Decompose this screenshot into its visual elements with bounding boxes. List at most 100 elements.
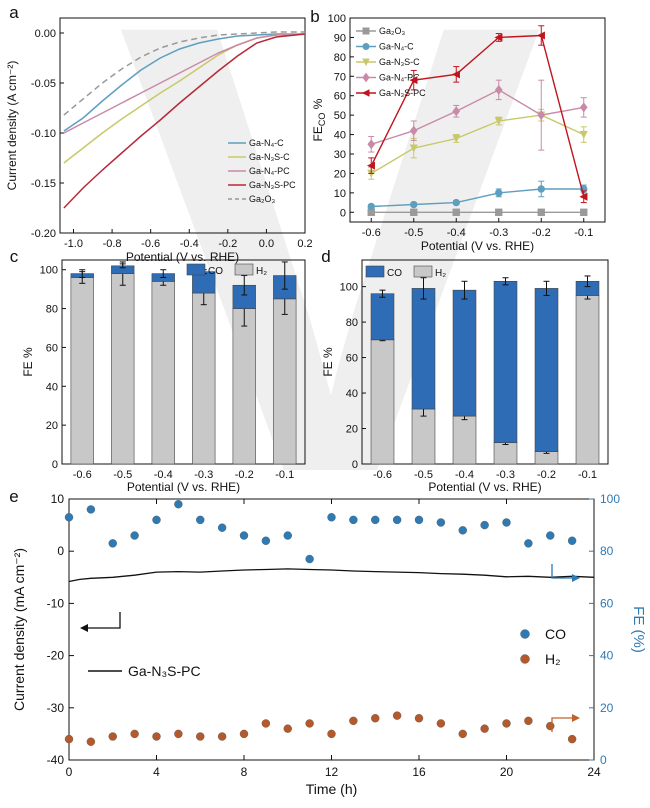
panel-e-right-y-tick-label: 40 — [600, 649, 614, 663]
panel-a-x-tick-label: -1.0 — [64, 238, 83, 250]
panel-e-co-point — [436, 518, 446, 527]
panel-e-h2-point — [480, 724, 489, 733]
panel-e-co-point — [480, 520, 489, 530]
panel-e-right-axis-arrowhead-co — [572, 574, 580, 582]
panel-a-legend-label: Ga₂O₃ — [249, 194, 276, 204]
panel-e-h2-point — [108, 732, 117, 741]
panel-e-h2-point — [414, 714, 424, 723]
panel-b-legend-marker — [362, 27, 370, 35]
panel-e-co-point — [64, 513, 74, 522]
panel-b-legend-marker — [362, 72, 370, 83]
panel-a-legend-label: Ga-N₄-PC — [249, 166, 290, 176]
panel-e-y-tick-label: -20 — [47, 649, 65, 663]
panel-c-letter: c — [10, 247, 19, 266]
panel-e-co-point — [86, 505, 96, 514]
panel-e-h2-point — [546, 721, 555, 731]
panel-b-y-axis-label-tail: % — [311, 98, 325, 112]
panel-b-data-point — [367, 202, 375, 211]
panel-c-bar-h2 — [273, 298, 297, 465]
panel-b-data-point — [494, 33, 503, 42]
panel-e-letter: e — [9, 487, 18, 506]
panel-e-right-y-axis-label: FE (%) — [630, 606, 647, 653]
panel-e-y-tick-label: 0 — [57, 544, 64, 558]
panel-b-y-tick-label: 0 — [340, 207, 346, 219]
panel-e-legend-label: Ga-N₃S-PC — [128, 663, 201, 679]
panel-e-y-tick-label: -10 — [47, 596, 65, 610]
panel-b-axis-frame — [349, 17, 606, 223]
panel-b-legend-label: Ga-N₃S-C — [379, 57, 420, 67]
panel-c-axis-frame — [61, 259, 306, 465]
panel-c-x-tick-label: -0.2 — [235, 469, 254, 481]
panel-d-bar-h2 — [370, 339, 395, 465]
panel-b-legend-marker — [362, 43, 370, 50]
panel-b-data-point — [579, 130, 588, 139]
panel-e-right-axis-arrow-h2 — [551, 717, 574, 732]
panel-d-y-tick-label: 0 — [352, 459, 358, 471]
panel-b-legend-label: Ga-N₄-C — [379, 42, 414, 52]
panel-a-y-tick-label: -0.15 — [31, 178, 56, 190]
panel-d-bar-co — [411, 288, 436, 410]
panel-b-legend-marker — [362, 58, 370, 67]
panel-a-x-axis-label: Potential (V vs. RHE) — [126, 250, 239, 264]
panel-d-bar-co — [534, 288, 559, 452]
panel-d-stacked-bar-chart: d 0 20 40 60 80 100 -0.6 -0.5 -0.4 -0.3 -0.2 -0.1 Pot… — [321, 247, 609, 494]
panel-e-h2-point — [283, 724, 292, 733]
panel-a-x-tick-label: -0.6 — [141, 238, 160, 250]
panel-e-y-tick-label: 10 — [51, 492, 65, 506]
panel-d-legend-swatch — [413, 265, 433, 278]
panel-e-x-axis-label: Time (h) — [306, 781, 358, 797]
panel-e-co-point — [349, 515, 358, 525]
panel-b-data-point — [579, 102, 588, 113]
panel-a-x-tick-label: -0.2 — [218, 238, 237, 250]
panel-a-y-tick-label: -0.05 — [31, 78, 56, 90]
panel-d-y-tick-label: 20 — [346, 424, 358, 436]
panel-d-bar-co — [493, 280, 518, 444]
panel-a-x-tick-label: 0.0 — [259, 238, 274, 250]
panel-e-x-tick-label: 4 — [153, 765, 160, 779]
panel-e-right-y-tick-label: 80 — [600, 544, 614, 558]
panel-e-co-point — [414, 515, 424, 525]
panel-b-series-line — [371, 188, 584, 208]
panel-e-h2-point — [86, 737, 96, 746]
panel-e-co-point — [239, 531, 249, 540]
panel-d-bar-h2 — [493, 442, 518, 465]
panel-e-h2-point — [567, 734, 577, 744]
panel-e-legend-co-marker — [520, 629, 530, 639]
panel-b-data-point — [537, 185, 545, 193]
panel-a-x-tick-label: -0.4 — [180, 238, 199, 250]
panel-e-co-point — [305, 554, 314, 564]
panel-e-right-y-tick-label: 60 — [600, 596, 614, 610]
panel-c-y-axis-label: FE % — [21, 347, 35, 377]
panel-e-y-tick-label: -40 — [47, 753, 65, 767]
panel-d-legend-swatch — [365, 265, 385, 278]
panel-e-h2-point — [174, 729, 183, 739]
panel-b-x-axis-label: Potential (V vs. RHE) — [421, 239, 534, 253]
panel-d-axis-frame — [361, 259, 609, 465]
panel-d-x-tick-label: -0.3 — [496, 469, 515, 481]
panel-e-co-point — [546, 531, 555, 540]
panel-a-x-tick-label: 0.2 — [297, 238, 312, 250]
panel-d-x-tick-label: -0.2 — [537, 469, 556, 481]
panel-e-h2-point — [327, 729, 336, 739]
panel-e-co-point — [217, 523, 227, 532]
panel-b-x-tick-label: -0.3 — [489, 227, 508, 239]
panel-d-y-tick-label: 40 — [346, 388, 358, 400]
panel-e-co-point — [327, 513, 336, 522]
panel-e-co-point — [283, 531, 292, 540]
panel-b-data-point — [494, 117, 503, 126]
panel-e-h2-point — [371, 714, 380, 723]
panel-d-x-tick-label: -0.1 — [578, 469, 597, 481]
panel-d-bar-h2 — [452, 415, 477, 465]
panel-e-co-point — [371, 515, 380, 525]
panel-e-x-tick-label: 16 — [412, 765, 426, 779]
panel-b-data-point — [537, 110, 546, 121]
panel-b-legend-marker — [361, 89, 370, 97]
panel-e-h2-point — [305, 719, 314, 728]
panel-e-h2-point — [239, 729, 249, 739]
panel-b-y-tick-label: 50 — [334, 110, 346, 122]
panel-b-y-tick-label: 70 — [334, 71, 346, 83]
panel-d-x-tick-label: -0.4 — [455, 469, 474, 481]
panel-e-right-axis-arrow-co — [551, 564, 574, 579]
panel-c-y-tick-label: 80 — [46, 304, 58, 316]
panel-e-co-point — [130, 531, 139, 540]
